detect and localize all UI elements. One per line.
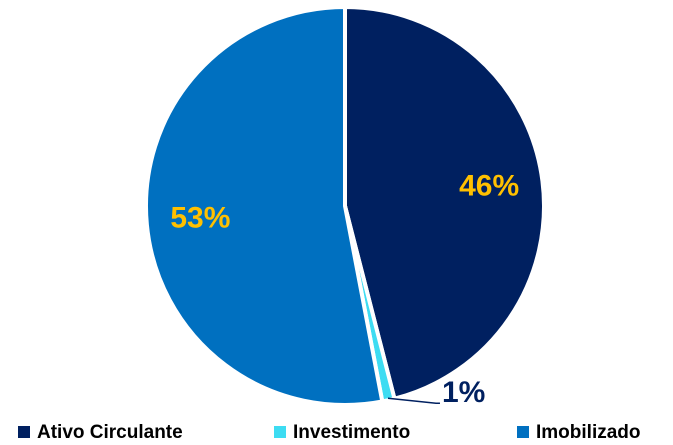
legend-swatch bbox=[517, 426, 529, 438]
legend-swatch bbox=[18, 426, 30, 438]
legend-label: Ativo Circulante bbox=[37, 422, 183, 443]
pie-slice bbox=[343, 4, 546, 402]
legend-label: Investimento bbox=[293, 422, 410, 443]
legend-label: Imobilizado bbox=[536, 422, 641, 443]
pie-slice bbox=[144, 4, 385, 407]
legend-swatch bbox=[274, 426, 286, 438]
data-label: 46% bbox=[459, 170, 519, 203]
data-label: 53% bbox=[170, 202, 230, 235]
data-label: 1% bbox=[442, 376, 485, 409]
leader-line bbox=[387, 397, 440, 405]
